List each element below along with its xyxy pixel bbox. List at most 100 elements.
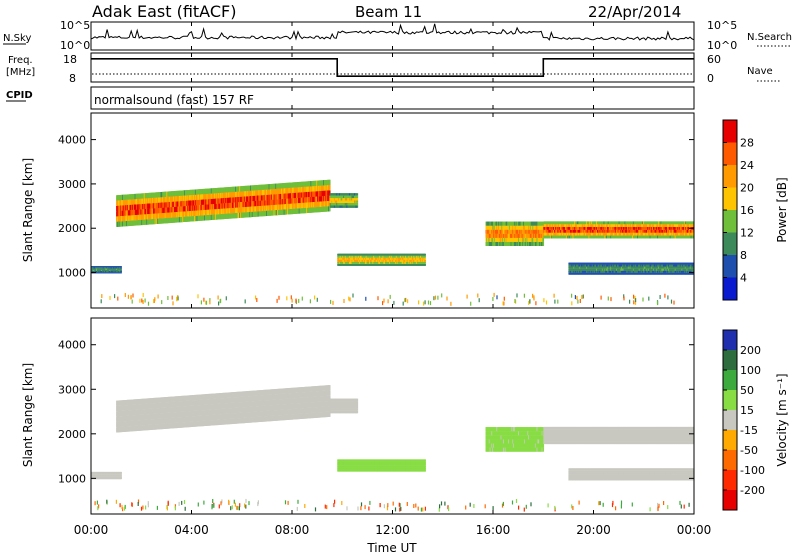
echo-cell: [397, 257, 400, 260]
echo-cell: [625, 229, 627, 233]
echo-cell: [219, 208, 221, 215]
echo-cell: [133, 204, 136, 210]
echo-cell: [647, 229, 650, 233]
echo-cell: [491, 229, 493, 234]
echo-cell: [247, 206, 250, 213]
echo-cell: [199, 215, 201, 221]
echo-cell: [652, 270, 654, 273]
echo-cell: [657, 272, 659, 275]
echo-cell: [515, 237, 518, 242]
echo-cell: [102, 272, 105, 274]
nave-label: Nave: [747, 66, 773, 77]
echo-cell: [629, 268, 632, 271]
echo-cell: [390, 261, 393, 264]
echo-cell: [212, 198, 215, 205]
echo-cell: [663, 262, 665, 265]
echo-cell: [310, 191, 313, 197]
echo-cell: [303, 186, 306, 193]
echo-cell: [158, 213, 161, 219]
echo-cell: [674, 229, 677, 233]
echo-cell: [560, 235, 563, 239]
echo-cell: [575, 272, 578, 275]
echo-cell: [637, 235, 639, 239]
echo-cell: [424, 259, 426, 262]
echo-cell: [536, 233, 539, 238]
echo-cell: [611, 229, 614, 233]
echo-cell: [685, 221, 688, 225]
echo-cell: [515, 241, 518, 246]
echo-cell: [101, 272, 103, 274]
echo-cell: [642, 232, 645, 236]
echo-cell: [661, 221, 663, 225]
echo-cell: [319, 201, 322, 207]
echo-cell: [496, 225, 498, 230]
echo-cell: [292, 192, 295, 199]
echo-cell: [594, 224, 596, 227]
echo-cell: [142, 214, 145, 220]
echo-cell: [585, 262, 587, 265]
echo-cell: [410, 253, 413, 256]
echo-cell: [669, 227, 672, 230]
echo-cell: [634, 221, 637, 225]
echo-cell: [692, 266, 694, 269]
echo-cell: [267, 205, 270, 211]
echo-cell: [621, 235, 623, 239]
echo-cell: [397, 259, 400, 262]
echo-cell: [536, 237, 539, 242]
echo-cell: [575, 262, 578, 265]
echo-cell: [688, 229, 690, 233]
echo-cell: [607, 266, 610, 269]
echo-cell: [102, 269, 105, 271]
echo-cell: [310, 181, 313, 187]
echo-cell: [388, 253, 390, 256]
echo-cell: [120, 216, 122, 222]
echo-cell: [515, 225, 518, 230]
echo-cell: [629, 270, 632, 273]
echo-cell: [232, 207, 235, 214]
echo-cell: [420, 257, 422, 260]
echo-cell: [96, 271, 98, 273]
echo-cell: [571, 229, 574, 233]
echo-cell: [611, 270, 614, 273]
echo-cell: [133, 193, 136, 200]
echo-cell: [555, 224, 558, 227]
echo-cell: [540, 233, 543, 238]
echo-cell: [669, 270, 672, 273]
echo-cell: [575, 224, 578, 227]
echo-cell: [339, 255, 342, 258]
echo-cell: [185, 216, 188, 222]
echo-cell: [527, 221, 529, 226]
echo-cell: [607, 235, 610, 239]
echo-cell: [692, 272, 694, 275]
echo-cell: [272, 210, 275, 216]
echo-cell: [339, 205, 342, 208]
echo-cell: [676, 270, 679, 273]
echo-cell: [661, 232, 663, 236]
echo-cell: [272, 199, 275, 205]
echo-cell: [663, 272, 665, 275]
echo-cell: [601, 227, 603, 230]
echo-cell: [408, 255, 411, 258]
echo-cell: [343, 257, 346, 260]
echo-cell: [343, 195, 346, 199]
echo-cell: [578, 221, 581, 225]
echo-cell: [591, 270, 594, 273]
echo-cell: [200, 199, 203, 205]
echo-cell: [161, 218, 163, 224]
echo-cell: [212, 188, 215, 194]
echo-cell: [319, 196, 322, 202]
echo-cell: [668, 264, 670, 267]
echo-cell: [665, 227, 668, 230]
echo-cell: [498, 225, 500, 230]
echo-cell: [199, 210, 201, 216]
echo-cell: [101, 267, 103, 269]
echo-cell: [138, 214, 141, 220]
echo-cell: [181, 201, 184, 207]
echo-cell: [580, 235, 583, 239]
echo-cell: [393, 253, 395, 256]
echo-cell: [621, 224, 623, 227]
echo-cell: [306, 191, 308, 198]
echo-cell: [393, 261, 395, 264]
echo-cell: [560, 227, 563, 230]
echo-cell: [339, 200, 342, 203]
